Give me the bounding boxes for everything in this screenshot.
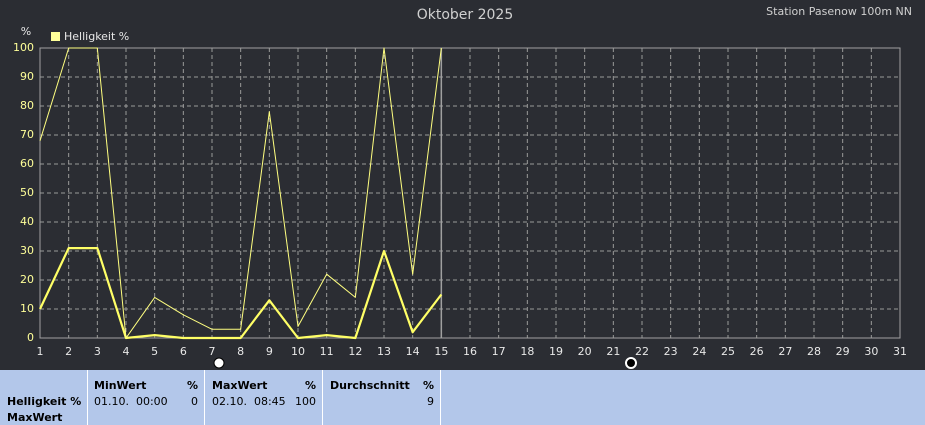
x-tick-label: 17	[492, 345, 506, 358]
data-line	[39, 247, 443, 340]
x-tick-label: 1	[37, 345, 44, 358]
y-tick-label: 10	[20, 302, 34, 315]
y-tick-label: 70	[20, 128, 34, 141]
x-tick-label: 4	[123, 345, 130, 358]
y-axis-label: %	[21, 25, 31, 38]
new-moon-icon	[625, 357, 637, 369]
x-tick-label: 23	[664, 345, 678, 358]
y-tick-label: 60	[20, 157, 34, 170]
x-tick-label: 14	[406, 345, 420, 358]
row-label: Helligkeit %	[7, 395, 82, 408]
x-tick-label: 12	[348, 345, 362, 358]
x-tick-label: 21	[606, 345, 620, 358]
stat-value: 9	[427, 395, 434, 408]
y-tick-label: 0	[27, 331, 34, 344]
row-label: MaxWert	[7, 411, 63, 424]
stat-unit: %	[422, 379, 434, 392]
x-tick-label: 29	[836, 345, 850, 358]
x-tick-label: 27	[778, 345, 792, 358]
x-tick-label: 20	[578, 345, 592, 358]
x-tick-label: 9	[266, 345, 273, 358]
stat-value: 100	[295, 395, 316, 408]
stat-unit: %	[186, 379, 198, 392]
x-tick-label: 30	[864, 345, 878, 358]
y-tick-label: 90	[20, 70, 34, 83]
row-header: Helligkeit % MaxWert	[0, 370, 88, 425]
stats-panel: Helligkeit % MaxWert MinWert % 01.10. 00…	[0, 370, 925, 425]
x-tick-label: 26	[750, 345, 764, 358]
y-tick-label: 50	[20, 186, 34, 199]
y-tick-label: 100	[13, 41, 34, 54]
stat-column: MaxWert % 02.10. 08:45 100	[205, 370, 323, 425]
x-tick-label: 24	[692, 345, 706, 358]
stat-title: MinWert	[94, 379, 147, 392]
stat-column: MinWert % 01.10. 00:00 0	[88, 370, 205, 425]
x-tick-label: 5	[151, 345, 158, 358]
stat-date: 01.10. 00:00	[94, 395, 168, 408]
x-tick-label: 10	[291, 345, 305, 358]
x-tick-label: 7	[209, 345, 216, 358]
full-moon-icon	[213, 357, 225, 369]
stat-date: 02.10. 08:45	[212, 395, 286, 408]
data-line	[39, 47, 442, 339]
legend-label: Helligkeit %	[64, 30, 129, 43]
x-tick-label: 2	[65, 345, 72, 358]
chart-title: Oktober 2025	[417, 7, 514, 23]
x-tick-label: 3	[94, 345, 101, 358]
y-tick-label: 80	[20, 99, 34, 112]
chart-subtitle: Station Pasenow 100m NN	[766, 5, 912, 18]
x-tick-label: 6	[180, 345, 187, 358]
y-tick-label: 40	[20, 215, 34, 228]
stat-value: 0	[191, 395, 198, 408]
plot-frame	[39, 47, 901, 339]
y-tick-label: 20	[20, 273, 34, 286]
stat-unit: %	[304, 379, 316, 392]
x-tick-label: 22	[635, 345, 649, 358]
x-tick-label: 25	[721, 345, 735, 358]
x-tick-label: 18	[520, 345, 534, 358]
x-tick-label: 15	[434, 345, 448, 358]
x-tick-label: 28	[807, 345, 821, 358]
x-tick-label: 8	[237, 345, 244, 358]
stat-title: MaxWert	[212, 379, 268, 392]
legend-swatch	[51, 32, 60, 41]
stat-column: Durchschnitt % 9	[323, 370, 441, 425]
x-tick-label: 31	[893, 345, 907, 358]
x-tick-label: 16	[463, 345, 477, 358]
x-tick-label: 19	[549, 345, 563, 358]
y-tick-label: 30	[20, 244, 34, 257]
x-tick-label: 11	[320, 345, 334, 358]
x-tick-label: 13	[377, 345, 391, 358]
stat-title: Durchschnitt	[330, 379, 410, 392]
chart: Oktober 2025 Station Pasenow 100m NN % H…	[13, 5, 912, 369]
